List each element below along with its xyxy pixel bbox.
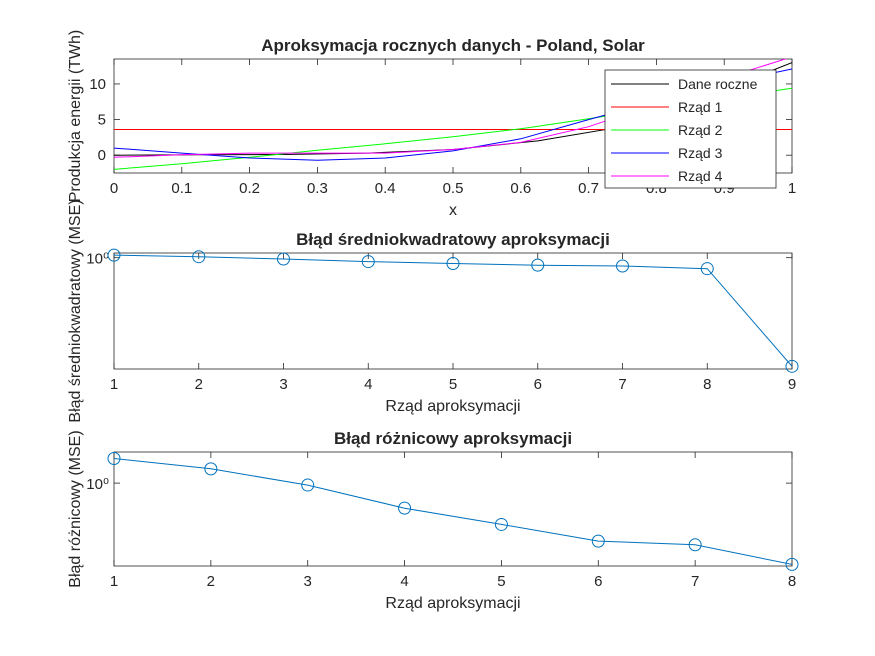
x-tick-label: 6 xyxy=(594,573,602,590)
x-tick-label: 0 xyxy=(110,180,118,197)
data-point xyxy=(361,255,375,269)
y-tick-label: 0 xyxy=(98,147,106,164)
x-tick-label: 1 xyxy=(110,573,118,590)
x-axis-label: x xyxy=(449,202,457,219)
x-axis-label: Rząd aproksymacji xyxy=(385,398,520,415)
data-point xyxy=(192,250,206,264)
legend-entry-2: Rząd 1 xyxy=(678,99,723,115)
chart-1: 0 0.1 0.2 0.3 0.4 0.5 0.6 0.7 0.8 0.9 10510Aproksy… xyxy=(67,30,796,219)
legend-entry-4: Rząd 3 xyxy=(678,145,723,161)
legend-entry-1: Dane roczne xyxy=(678,76,758,92)
x-tick-label: 3 xyxy=(304,573,312,590)
x-tick-label: 5 xyxy=(497,573,505,590)
data-point xyxy=(785,359,799,373)
data-point xyxy=(277,252,290,266)
legend-entry-5: Rząd 4 xyxy=(678,168,723,184)
y-tick-label: 10⁰ xyxy=(86,251,109,268)
x-axis-label: Rząd aproksymacji xyxy=(385,595,520,612)
data-point xyxy=(700,262,714,276)
series-group xyxy=(114,458,792,565)
x-tick-label: 3 xyxy=(279,376,287,393)
chart-title: Błąd średniokwadratowy aproksymacji xyxy=(296,230,610,249)
chart-2: 1 2 3 4 5 6 7 8 9 10⁰ Błąd średniokwadratowy aprok… xyxy=(67,199,799,423)
series-line-1 xyxy=(114,254,792,367)
x-tick-label: 5 xyxy=(449,376,457,393)
y-axis-label: Produkcja energii (TWh) xyxy=(67,30,84,203)
y-tick-label: 10 xyxy=(89,76,106,93)
x-tick-label: 8 xyxy=(703,376,711,393)
x-tick-label: 0.2 xyxy=(239,180,260,197)
data-point xyxy=(785,557,799,571)
legend-entry-3: Rząd 2 xyxy=(678,122,723,138)
data-point xyxy=(591,534,605,548)
x-tick-label: 0.6 xyxy=(510,180,531,197)
x-tick-label: 0.3 xyxy=(307,180,328,197)
chart-3: 1 2 3 4 5 6 7 8 10⁰ Błąd różnicowy aproksymacji Rz… xyxy=(67,429,799,612)
legend: Dane roczne Rząd 1 Rząd 2 Rząd 3 Rząd 4 xyxy=(604,69,777,189)
y-tick-label: 10⁰ xyxy=(86,476,109,493)
x-tick-label: 4 xyxy=(400,573,408,590)
x-tick-label: 4 xyxy=(364,376,372,393)
x-tick-label: 1 xyxy=(788,180,796,197)
x-tick-label: 0.5 xyxy=(443,180,464,197)
x-tick-label: 1 xyxy=(110,376,118,393)
data-point xyxy=(204,462,218,476)
x-tick-label: 7 xyxy=(618,376,626,393)
data-point xyxy=(688,538,702,552)
data-point xyxy=(446,257,460,271)
x-tick-label: 7 xyxy=(691,573,699,590)
y-axis-label: Błąd średniokwadratowy (MSE) xyxy=(67,199,84,422)
data-point xyxy=(107,451,121,465)
data-point xyxy=(301,478,315,492)
legend-box xyxy=(604,69,777,189)
data-point xyxy=(398,501,412,515)
plot-area xyxy=(113,252,793,370)
series-line-1 xyxy=(114,458,792,565)
data-point xyxy=(531,258,545,272)
x-tick-label: 8 xyxy=(788,573,796,590)
data-point xyxy=(616,259,629,273)
chart-title: Błąd różnicowy aproksymacji xyxy=(334,429,572,448)
y-axis-label: Błąd różnicowy (MSE) xyxy=(67,430,84,587)
x-tick-label: 9 xyxy=(788,376,796,393)
x-tick-label: 6 xyxy=(534,376,542,393)
chart-title: Aproksymacja rocznych danych - Poland, S… xyxy=(261,36,645,55)
x-tick-label: 0.4 xyxy=(375,180,396,197)
x-tick-label: 0.1 xyxy=(171,180,192,197)
data-point xyxy=(107,248,121,262)
x-tick-label: 2 xyxy=(195,376,203,393)
data-point xyxy=(494,517,508,531)
y-tick-label: 5 xyxy=(98,112,106,129)
x-tick-label: 0.7 xyxy=(578,180,599,197)
plot-area xyxy=(113,451,793,567)
series-group xyxy=(114,254,792,367)
x-tick-label: 2 xyxy=(207,573,215,590)
